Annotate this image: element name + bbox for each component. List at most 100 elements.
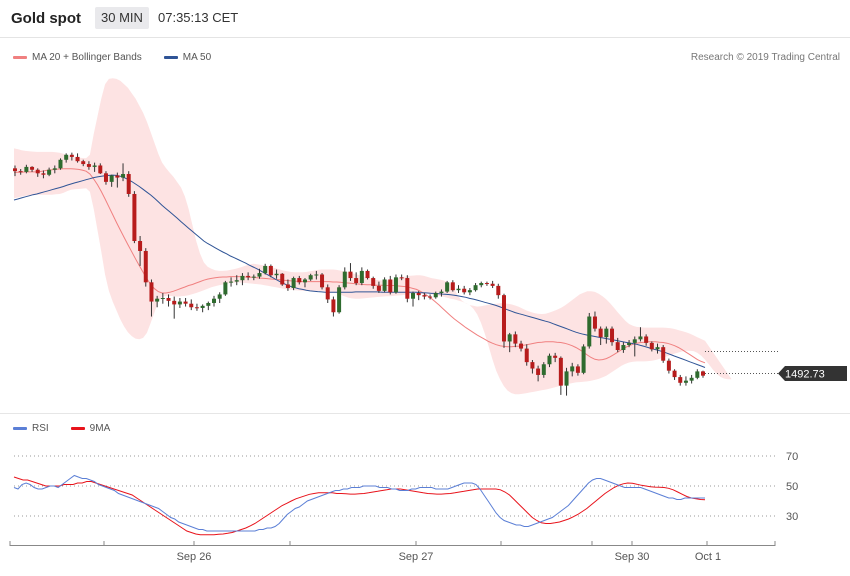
- candle: [416, 290, 421, 301]
- candle: [348, 263, 353, 281]
- candle-body: [206, 302, 211, 306]
- candle: [200, 304, 205, 313]
- candle-body: [416, 293, 421, 296]
- candle-body: [177, 301, 182, 305]
- ma50-legend-label: MA 50: [182, 52, 212, 63]
- candle: [155, 295, 160, 308]
- rsi-tick-label: 30: [786, 511, 798, 523]
- candle: [388, 275, 393, 295]
- candle-body: [683, 380, 688, 383]
- x-axis: Sep 26 Sep 27 Sep 30 Oct 1: [9, 541, 776, 563]
- candle-body: [234, 280, 239, 282]
- rsi-legend-swatch: [13, 427, 27, 430]
- candle: [479, 281, 484, 288]
- candle-body: [575, 366, 580, 373]
- candle: [553, 352, 558, 363]
- candle-body: [126, 174, 131, 194]
- candle-body: [581, 346, 586, 373]
- candle-body: [342, 271, 347, 288]
- candle: [393, 274, 398, 294]
- candle-body: [69, 154, 74, 157]
- candle: [621, 342, 626, 353]
- candle-body: [98, 165, 103, 174]
- candle: [365, 269, 370, 280]
- instrument-title: Gold spot: [11, 10, 81, 27]
- candle-body: [422, 295, 427, 297]
- candle-body: [365, 270, 370, 279]
- candle-body: [268, 265, 273, 276]
- candle: [524, 344, 529, 366]
- candle: [672, 369, 677, 380]
- candle: [644, 334, 649, 346]
- candle-body: [496, 285, 501, 296]
- interval-selector[interactable]: 30 MIN: [95, 7, 149, 29]
- candle-body: [109, 175, 114, 182]
- candle: [610, 326, 615, 346]
- ma20-legend-swatch: [13, 56, 27, 59]
- candle: [268, 264, 273, 278]
- candle: [280, 273, 285, 286]
- candle: [126, 171, 131, 197]
- candle: [115, 172, 120, 188]
- candle: [103, 171, 108, 185]
- candle-body: [484, 283, 489, 285]
- candle: [422, 293, 427, 300]
- candle-body: [604, 328, 609, 338]
- x-tick-label: Oct 1: [695, 551, 721, 563]
- candle: [30, 166, 35, 172]
- candle: [683, 376, 688, 386]
- rsi-tick-label: 50: [786, 481, 798, 493]
- candle: [649, 341, 654, 352]
- candle-body: [217, 294, 222, 299]
- candle-body: [462, 288, 467, 293]
- ma50-legend-swatch: [163, 56, 178, 59]
- candle: [382, 277, 387, 293]
- candle-body: [212, 298, 217, 303]
- candle: [638, 327, 643, 342]
- candle-body: [524, 348, 529, 363]
- candle: [257, 268, 262, 279]
- rsi-ma-line: [13, 476, 706, 536]
- candle-body: [632, 339, 637, 343]
- candle-body: [428, 296, 433, 298]
- candle: [405, 275, 410, 303]
- bollinger-bands: [14, 78, 732, 395]
- candle-body: [627, 342, 632, 346]
- candle: [570, 362, 575, 377]
- x-tick-label: Sep 30: [615, 551, 650, 563]
- candle-body: [331, 299, 336, 313]
- candle-body: [445, 282, 450, 292]
- candle-body: [393, 277, 398, 293]
- rsi-legend-label: RSI: [32, 423, 49, 434]
- candle: [337, 285, 342, 314]
- candle-body: [564, 371, 569, 386]
- candle-body: [115, 175, 120, 178]
- candle: [325, 284, 330, 303]
- candle-body: [30, 166, 35, 170]
- candle: [604, 326, 609, 344]
- candle-body: [666, 360, 671, 371]
- candle: [35, 168, 40, 177]
- candle-body: [678, 377, 683, 383]
- candle: [456, 285, 461, 294]
- candle-body: [382, 279, 387, 291]
- candle-body: [621, 345, 626, 351]
- candle-body: [47, 169, 52, 175]
- candle: [575, 364, 580, 376]
- candle: [678, 374, 683, 386]
- candle: [98, 163, 103, 175]
- candle-body: [223, 282, 228, 295]
- candle-body: [337, 287, 342, 313]
- candle-body: [501, 295, 506, 342]
- candle: [433, 291, 438, 299]
- candle-body: [479, 283, 484, 286]
- candle: [64, 153, 69, 163]
- x-tick-label: Sep 27: [399, 551, 434, 563]
- candle-body: [18, 171, 23, 173]
- candle: [558, 356, 563, 395]
- candle-body: [450, 282, 455, 291]
- candle: [183, 298, 188, 307]
- candle: [291, 276, 296, 291]
- candle-body: [246, 275, 251, 278]
